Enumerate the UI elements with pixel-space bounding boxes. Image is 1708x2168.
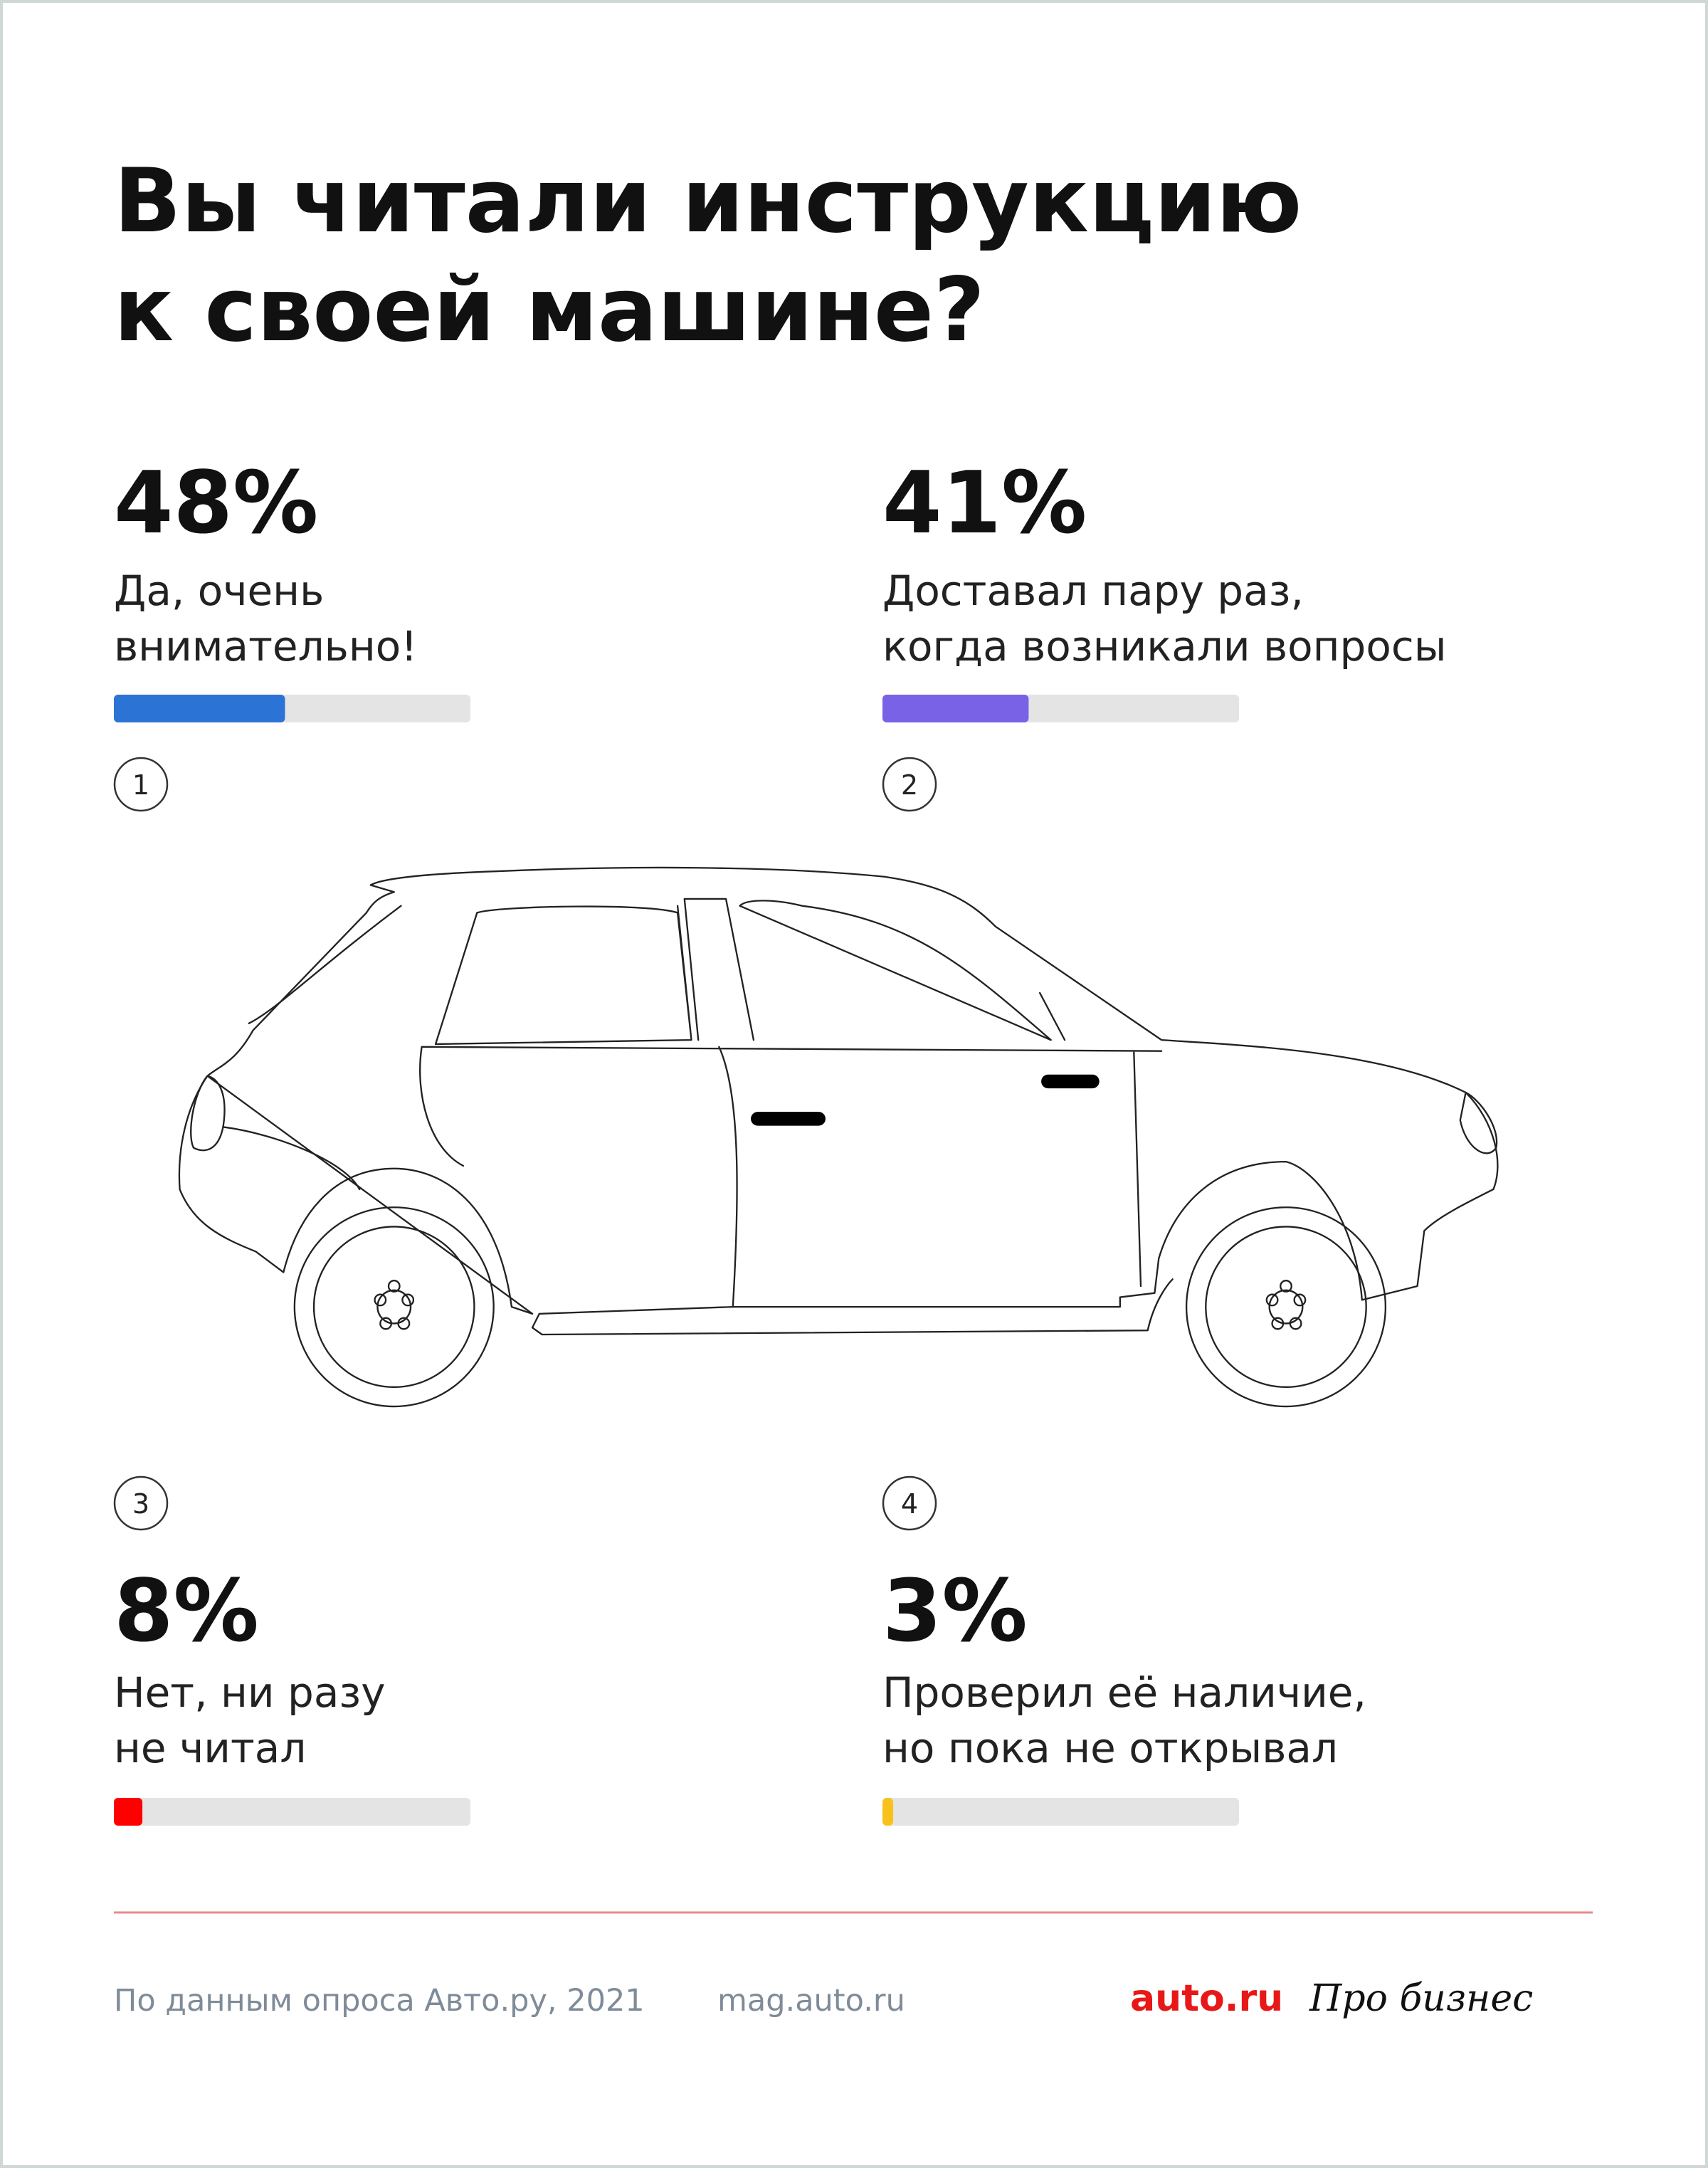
bar	[882, 1798, 894, 1826]
callout-number: 1	[132, 769, 149, 801]
callout-number: 3	[132, 1488, 149, 1520]
percent-label: 41%	[882, 454, 1087, 553]
bar	[882, 695, 1029, 722]
answer-label: не читал	[114, 1724, 306, 1772]
answer-label: внимательно!	[114, 622, 417, 670]
percent-label: 48%	[114, 454, 318, 553]
site-link[interactable]: mag.auto.ru	[717, 1983, 905, 2019]
bar	[114, 1798, 143, 1826]
logo: auto.ru	[1130, 1977, 1283, 2020]
percent-label: 3%	[882, 1562, 1028, 1661]
callout-circle	[882, 757, 937, 812]
title-line: к своей машине?	[114, 259, 985, 362]
source: По данным опроса Авто.ру, 2021	[114, 1983, 645, 2019]
callout-circle	[113, 1475, 169, 1531]
callout-circle	[882, 1475, 937, 1531]
answer-label: Доставал пару раз,	[882, 567, 1304, 615]
answer-label: Проверил её наличие,	[882, 1668, 1366, 1717]
answer-label: но пока не открывал	[882, 1724, 1338, 1772]
answer-label: Нет, ни разу	[114, 1668, 386, 1717]
logo: Про бизнес	[1309, 1977, 1533, 2020]
callout-number: 2	[901, 769, 918, 801]
car-illustration	[178, 866, 1499, 1408]
bar-track	[882, 1798, 1239, 1826]
bar-track	[114, 1798, 470, 1826]
answer-label: Да, очень	[114, 567, 324, 615]
bar	[114, 695, 285, 722]
title-line: Вы читали инструкцию	[114, 150, 1302, 253]
answer-label: когда возникали вопросы	[882, 622, 1447, 670]
callout-circle	[113, 757, 169, 812]
callout-number: 4	[901, 1488, 918, 1520]
percent-label: 8%	[114, 1562, 259, 1661]
